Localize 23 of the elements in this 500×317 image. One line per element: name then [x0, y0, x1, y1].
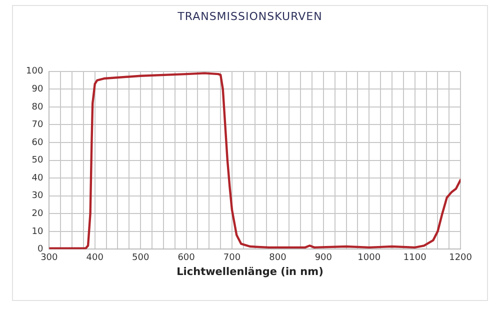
y-tick-label: 50	[32, 156, 44, 166]
y-tick-label: 10	[32, 226, 44, 237]
x-tick-label: 500	[132, 252, 150, 263]
x-tick-label: 700	[223, 252, 241, 263]
y-tick-label: 0	[37, 244, 44, 255]
y-tick-label: 80	[32, 102, 44, 112]
x-tick-label: 1000	[358, 252, 381, 263]
x-tick-label: 900	[314, 252, 332, 263]
chart-title: TRANSMISSIONSKURVEN	[176, 10, 324, 23]
y-tick-label: 30	[32, 191, 44, 202]
x-axis-title: Lichtwellenlänge (in nm)	[176, 266, 324, 278]
x-tick-label: 300	[40, 252, 58, 263]
x-tick-label: 400	[86, 252, 104, 263]
y-tick-label: 60	[32, 138, 44, 148]
y-tick-label: 70	[32, 120, 44, 130]
y-tick-label: 90	[32, 84, 44, 95]
x-tick-label: 1100	[403, 252, 427, 263]
y-tick-label: 100	[26, 66, 44, 77]
x-tick-label: 800	[269, 252, 287, 263]
x-tick-label: 600	[178, 252, 196, 263]
y-tick-label: 20	[32, 208, 44, 219]
y-tick-label: 40	[32, 173, 44, 184]
x-tick-label: 1200	[449, 252, 472, 263]
